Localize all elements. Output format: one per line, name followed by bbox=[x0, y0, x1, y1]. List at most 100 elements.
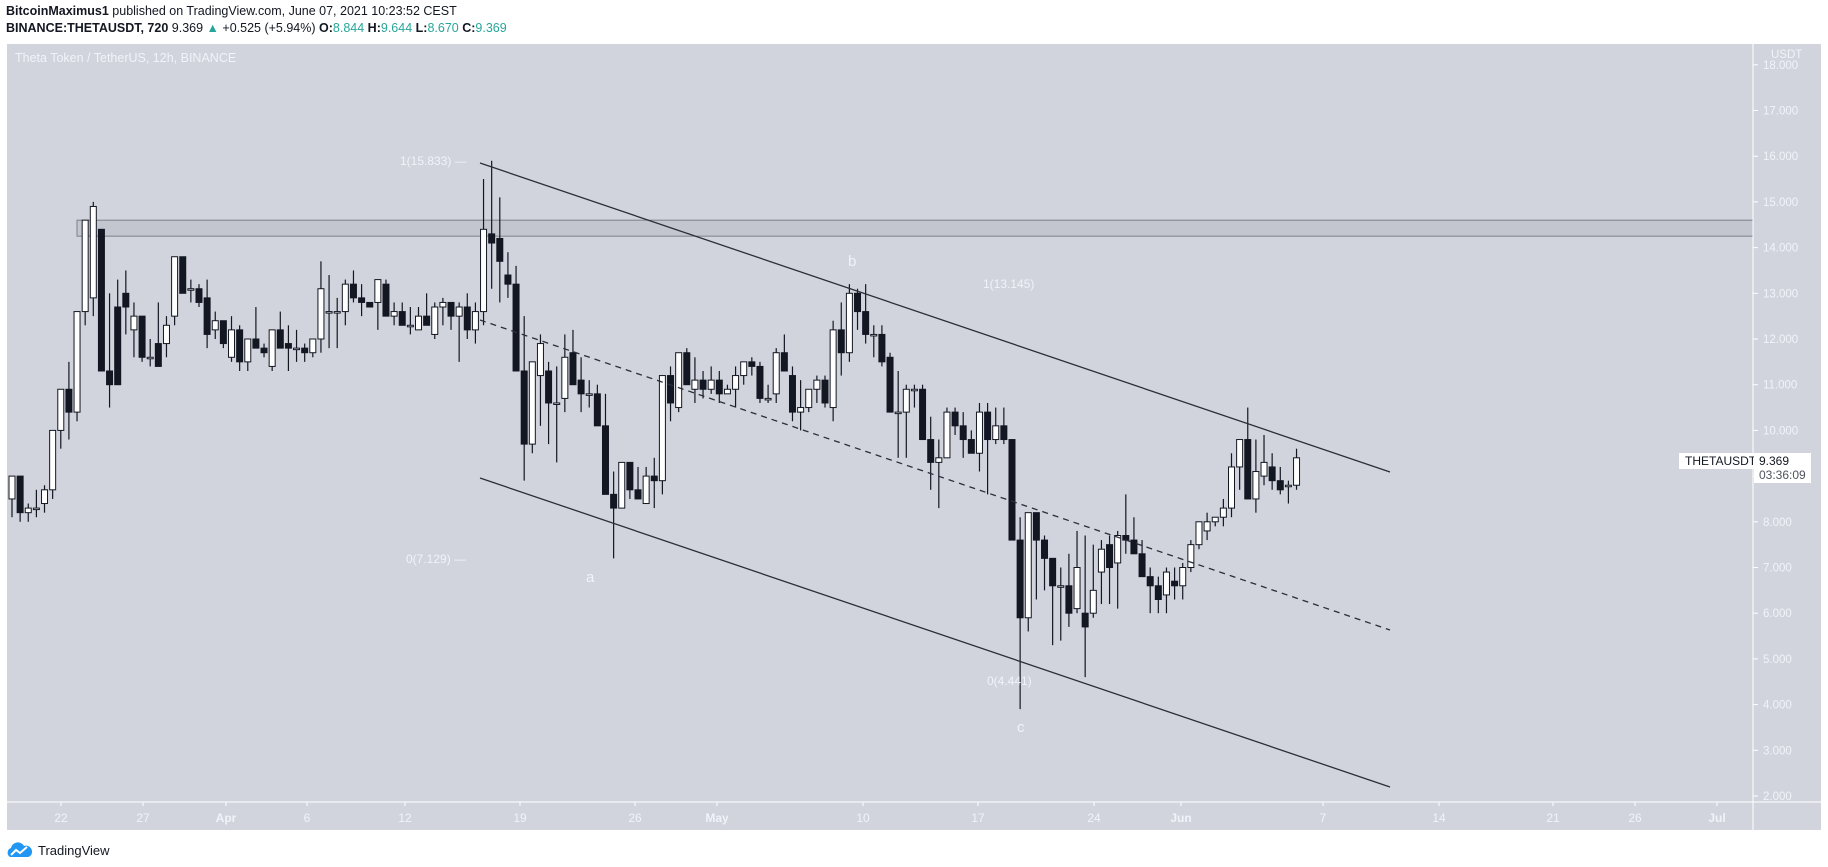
price-tick-label: 15.000 bbox=[1763, 197, 1798, 209]
candle bbox=[325, 275, 333, 349]
candle bbox=[41, 485, 49, 513]
candle bbox=[561, 334, 569, 413]
time-tick-label: 6 bbox=[304, 811, 311, 825]
chart-area[interactable]: 1(15.833) — 0(7.129) — a b 1(13.145) 0(4.441)… bbox=[7, 44, 1821, 830]
candle bbox=[1244, 407, 1252, 500]
candle bbox=[992, 407, 1000, 445]
time-tick-label: Jul bbox=[1708, 811, 1725, 825]
candle bbox=[65, 361, 73, 440]
symbol-tag: THETAUSDT bbox=[1679, 453, 1763, 469]
channel-upper[interactable] bbox=[479, 162, 1391, 473]
candle bbox=[797, 380, 805, 431]
channel-lower[interactable] bbox=[479, 477, 1391, 788]
chart-annotation[interactable]: c bbox=[1017, 719, 1025, 736]
candle bbox=[512, 265, 520, 372]
chart-annotation[interactable]: a bbox=[586, 569, 595, 586]
last-price-label: 9.369 03:36:09 bbox=[1754, 453, 1811, 483]
price-tick-label: 4.000 bbox=[1763, 700, 1792, 712]
chart-canvas[interactable]: 1(15.833) — 0(7.129) — a b 1(13.145) 0(4.441)… bbox=[7, 44, 1821, 830]
candle bbox=[1097, 540, 1105, 605]
time-tick-label: May bbox=[705, 811, 729, 825]
low-value: 8.670 bbox=[427, 21, 459, 35]
open-label: O: bbox=[319, 21, 333, 35]
candle bbox=[203, 279, 211, 349]
candle bbox=[1114, 530, 1122, 609]
price-tick-label: 8.000 bbox=[1763, 517, 1792, 529]
candle bbox=[650, 457, 658, 509]
candle bbox=[1260, 434, 1268, 486]
candle bbox=[179, 256, 187, 294]
candle bbox=[89, 201, 97, 317]
chart-annotation[interactable]: b bbox=[848, 253, 856, 270]
candle bbox=[1073, 530, 1081, 614]
tradingview-cloud-icon bbox=[7, 842, 33, 857]
author-name[interactable]: BitcoinMaximus1 bbox=[6, 4, 109, 18]
candle bbox=[447, 301, 455, 330]
candle bbox=[910, 384, 918, 408]
tradingview-logo[interactable]: TradingView bbox=[6, 842, 110, 858]
candle bbox=[1016, 517, 1024, 710]
candle bbox=[431, 302, 439, 339]
candle bbox=[228, 316, 236, 362]
time-tick-label: 12 bbox=[398, 811, 412, 825]
currency-label: USDT bbox=[1771, 49, 1802, 61]
candle bbox=[854, 288, 862, 330]
candle bbox=[1065, 553, 1073, 627]
chart-annotation[interactable]: 1(13.145) bbox=[983, 277, 1034, 291]
candle bbox=[114, 279, 122, 386]
candle bbox=[528, 361, 536, 454]
candle bbox=[577, 357, 585, 413]
candle bbox=[805, 388, 813, 413]
candle bbox=[130, 302, 138, 358]
candle bbox=[154, 302, 162, 367]
close-label: C: bbox=[462, 21, 476, 35]
chart-annotation[interactable]: 0(4.441) bbox=[987, 674, 1032, 688]
up-arrow-icon: ▲ bbox=[206, 21, 219, 35]
time-tick-label: 26 bbox=[1628, 811, 1642, 825]
candle bbox=[73, 311, 81, 422]
candle bbox=[1171, 567, 1179, 600]
candle bbox=[951, 407, 959, 435]
candle bbox=[1106, 535, 1114, 605]
candle bbox=[943, 407, 951, 459]
candle bbox=[415, 307, 422, 331]
price-tick-label: 2.000 bbox=[1763, 791, 1792, 803]
candle bbox=[97, 228, 105, 372]
price-tick-label: 3.000 bbox=[1763, 745, 1792, 757]
candle bbox=[553, 366, 561, 463]
candle bbox=[1146, 567, 1154, 614]
candle bbox=[268, 329, 276, 371]
resistance-zone[interactable] bbox=[76, 219, 1754, 237]
candle bbox=[106, 293, 114, 408]
candle bbox=[788, 366, 796, 422]
candle bbox=[162, 316, 170, 358]
candle bbox=[1089, 544, 1097, 618]
candle bbox=[24, 503, 32, 522]
candle bbox=[1179, 562, 1187, 600]
candle bbox=[171, 256, 179, 326]
candle bbox=[1081, 535, 1089, 678]
candle bbox=[382, 279, 390, 317]
candle bbox=[683, 348, 691, 386]
chart-annotation[interactable]: 0(7.129) — bbox=[406, 552, 466, 566]
price-tick-label: 12.000 bbox=[1763, 334, 1798, 346]
candle bbox=[878, 325, 886, 367]
candle bbox=[756, 361, 764, 403]
candle bbox=[1024, 512, 1032, 632]
candle bbox=[1138, 540, 1146, 578]
candle bbox=[545, 361, 553, 445]
high-value: 9.644 bbox=[380, 21, 413, 35]
candle bbox=[138, 315, 146, 362]
candle bbox=[49, 429, 57, 499]
candle bbox=[975, 402, 983, 472]
candle bbox=[837, 302, 845, 376]
chart-annotation[interactable]: 1(15.833) — bbox=[400, 154, 467, 168]
candle bbox=[219, 320, 227, 349]
candle bbox=[423, 293, 431, 326]
time-tick-label: 21 bbox=[1546, 811, 1560, 825]
price-tick-label: 16.000 bbox=[1763, 151, 1798, 163]
candle bbox=[187, 279, 195, 303]
candle bbox=[927, 416, 935, 490]
candle bbox=[699, 370, 707, 399]
candle bbox=[642, 466, 650, 505]
